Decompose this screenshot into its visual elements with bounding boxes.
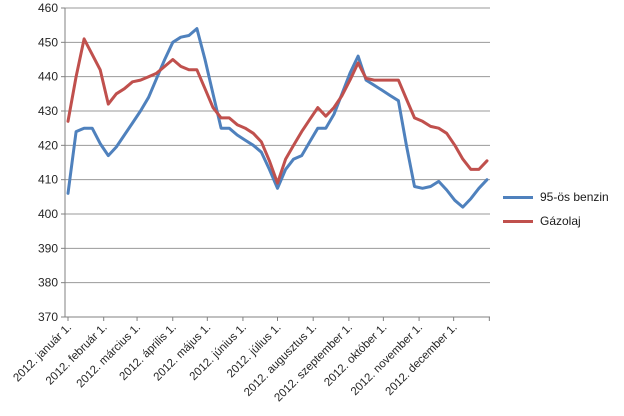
legend-item-benzin[interactable]: 95-ös benzin bbox=[503, 189, 609, 205]
y-axis-tick-label: 460 bbox=[38, 1, 58, 15]
y-axis-tick-label: 370 bbox=[38, 310, 58, 324]
y-axis-tick-label: 390 bbox=[38, 241, 58, 255]
y-axis-tick-label: 430 bbox=[38, 104, 58, 118]
series-line-benzin[interactable] bbox=[66, 27, 489, 209]
y-axis-tick-label: 440 bbox=[38, 70, 58, 84]
x-axis-tick-label: 2012. március 1. bbox=[75, 322, 144, 391]
legend-line-gazolaj-icon bbox=[503, 219, 533, 223]
y-axis-tick-label: 450 bbox=[38, 35, 58, 49]
legend: 95-ös benzin Gázolaj bbox=[503, 189, 609, 237]
y-axis-tick-label: 410 bbox=[38, 173, 58, 187]
y-axis-tick-label: 380 bbox=[38, 276, 58, 290]
legend-line-benzin-icon bbox=[503, 195, 533, 199]
x-axis-tick-label: 2012. október 1. bbox=[322, 322, 389, 389]
y-axis-tick-label: 400 bbox=[38, 207, 58, 221]
series-line-gazolaj[interactable] bbox=[66, 37, 489, 185]
y-axis-tick-label: 420 bbox=[38, 138, 58, 152]
legend-item-gazolaj[interactable]: Gázolaj bbox=[503, 213, 609, 229]
x-axis-tick-label: 2012. február 1. bbox=[44, 322, 110, 388]
legend-label-benzin: 95-ös benzin bbox=[540, 190, 609, 204]
legend-label-gazolaj: Gázolaj bbox=[540, 214, 581, 228]
